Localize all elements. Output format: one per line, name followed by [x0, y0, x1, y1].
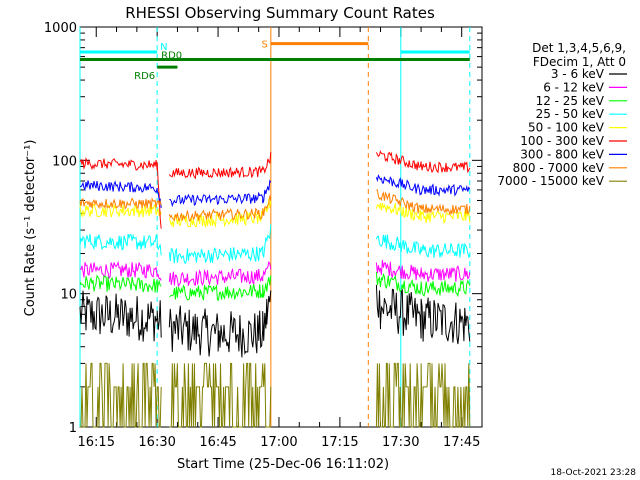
flag-label-rd0: RD0	[161, 51, 182, 62]
y-tick-label: 1	[69, 421, 77, 436]
series-line	[79, 233, 162, 256]
series-line	[169, 362, 272, 428]
series-line	[375, 272, 471, 298]
series-line	[80, 362, 162, 428]
series-line	[79, 203, 162, 218]
series-line	[169, 275, 272, 301]
series-line	[375, 234, 471, 259]
x-tick-label: 17:30	[382, 435, 419, 450]
plot-area: 1 10 100 1000 16:15 16:30 16:45 17:00 17:15 17:30…	[44, 21, 483, 450]
legend-label: 800 - 7000 keV	[513, 161, 605, 175]
legend-header-line-2: FDecim 1, Att 0	[533, 55, 626, 69]
flag-label-n: N	[160, 42, 167, 53]
y-tick-label: 100	[52, 154, 77, 169]
legend-label: 7000 - 15000 keV	[497, 174, 604, 188]
y-axis-label: Count Rate (s⁻¹ detector⁻¹)	[23, 140, 38, 317]
flag-label-rd6: RD6	[134, 71, 155, 82]
series-line	[375, 362, 471, 428]
legend-label: 25 - 50 keV	[536, 107, 605, 121]
legend-header-line-1: Det 1,3,4,5,6,9,	[532, 41, 626, 55]
x-tick-label: 16:30	[138, 435, 175, 450]
series-line	[375, 173, 471, 197]
series-line	[168, 152, 272, 180]
legend-label: 100 - 300 keV	[520, 134, 604, 148]
series-line	[168, 198, 272, 228]
legend-label: 12 - 25 keV	[536, 94, 605, 108]
series-line	[168, 195, 272, 222]
x-tick-label: 16:45	[199, 435, 236, 450]
legend-label: 50 - 100 keV	[528, 121, 605, 135]
legend-label: 300 - 800 keV	[520, 147, 604, 161]
plot-frame	[79, 26, 483, 428]
x-tick-label: 16:15	[78, 435, 115, 450]
series-line	[79, 180, 162, 209]
x-tick-label: 17:45	[443, 435, 480, 450]
x-axis-label: Start Time (25-Dec-06 16:11:02)	[177, 457, 389, 472]
series-line	[375, 150, 471, 174]
series-line	[79, 197, 162, 210]
series-line	[375, 284, 471, 345]
series-line	[79, 290, 162, 342]
series-line	[168, 290, 272, 358]
flag-label-s: S	[261, 40, 267, 51]
series-line	[375, 260, 471, 282]
y-tick-label: 10	[60, 288, 77, 303]
x-tick-label: 17:00	[260, 435, 297, 450]
legend-label: 6 - 12 keV	[543, 80, 605, 94]
series-line	[168, 260, 272, 288]
series-line	[168, 224, 272, 265]
chart-title: RHESSI Observing Summary Count Rates	[125, 4, 435, 22]
y-tick-label: 1000	[44, 21, 77, 36]
series-line	[376, 189, 471, 217]
legend-label: 3 - 6 keV	[551, 67, 605, 81]
x-tick-label: 17:15	[321, 435, 358, 450]
series-line	[79, 156, 162, 229]
series-line	[169, 179, 272, 208]
series-line	[79, 274, 162, 293]
series-line	[79, 260, 162, 281]
footer-date: 18-Oct-2021 23:28	[551, 468, 637, 478]
